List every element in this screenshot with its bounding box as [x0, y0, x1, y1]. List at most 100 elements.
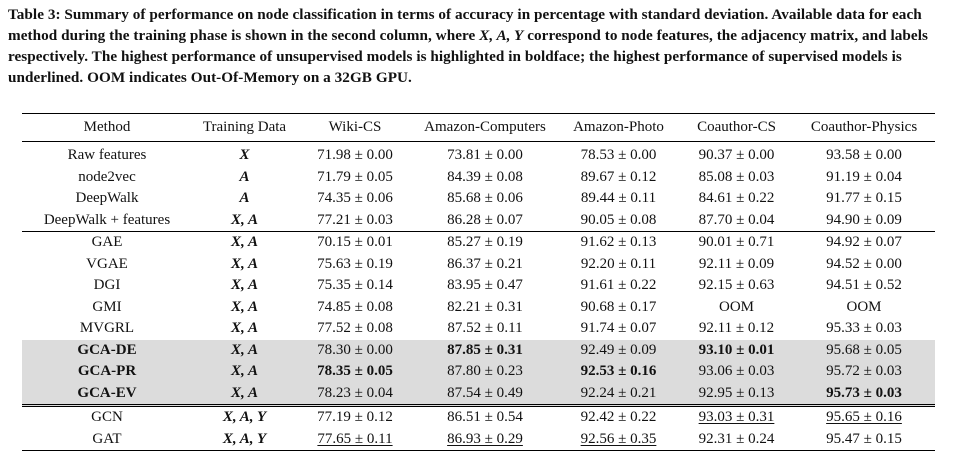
cell-text: 78.30 ± 0.00 [317, 341, 393, 358]
training-data: X, A [192, 210, 297, 232]
cell-text: 86.93 ± 0.29 [447, 430, 523, 447]
accuracy-cell: 74.85 ± 0.08 [297, 297, 413, 319]
method-name: GCN [22, 406, 192, 429]
column-header: Amazon-Computers [424, 119, 546, 135]
cell-text: 78.35 ± 0.05 [317, 363, 393, 380]
accuracy-cell: 83.95 ± 0.47 [413, 275, 557, 297]
method-name: GCA-DE [22, 339, 192, 361]
table-row: GAE X, A 70.15 ± 0.01 85.27 ± 0.19 91.62 ± 0… [22, 231, 935, 254]
cell-text: 77.65 ± 0.11 [317, 430, 393, 447]
cell-text: 90.37 ± 0.00 [698, 147, 775, 164]
cell-text: 71.79 ± 0.05 [317, 168, 393, 185]
method-name: GAE [22, 232, 192, 254]
accuracy-cell: 94.51 ± 0.52 [793, 275, 935, 297]
cell-text: X, A [231, 320, 258, 337]
training-data: X, A [192, 339, 297, 361]
cell-text: 77.21 ± 0.03 [317, 211, 393, 228]
cell-text: 84.39 ± 0.08 [447, 168, 523, 185]
accuracy-cell: 91.74 ± 0.07 [557, 318, 680, 340]
caption-text: correspond to node features, the adjacen… [8, 27, 928, 86]
accuracy-cell: 71.98 ± 0.00 [297, 142, 413, 167]
cell-text: GCA-DE [77, 341, 137, 358]
method-name: MVGRL [22, 318, 192, 340]
method-name: VGAE [22, 254, 192, 276]
accuracy-cell: 85.68 ± 0.06 [413, 188, 557, 210]
cell-text: X, A [231, 363, 258, 380]
accuracy-cell: OOM [793, 297, 935, 319]
accuracy-cell: 90.05 ± 0.08 [557, 210, 680, 232]
cell-text: GAE [91, 234, 123, 251]
method-name: node2vec [22, 167, 192, 189]
accuracy-cell: 92.15 ± 0.63 [680, 275, 793, 297]
cell-text: 93.06 ± 0.03 [698, 363, 775, 380]
accuracy-cell: 84.61 ± 0.22 [680, 188, 793, 210]
accuracy-cell: 90.37 ± 0.00 [680, 142, 793, 167]
cell-text: 93.03 ± 0.31 [698, 409, 775, 426]
method-name: GMI [22, 297, 192, 319]
cell-text: 87.52 ± 0.11 [447, 320, 523, 337]
accuracy-cell: 93.06 ± 0.03 [680, 361, 793, 383]
cell-text: 73.81 ± 0.00 [447, 147, 523, 164]
cell-text: GCA-PR [77, 363, 137, 380]
method-name: DGI [22, 275, 192, 297]
accuracy-cell: 92.20 ± 0.11 [557, 254, 680, 276]
cell-text: 77.19 ± 0.12 [317, 409, 393, 426]
cell-text: 94.90 ± 0.09 [826, 211, 902, 228]
accuracy-cell: 92.95 ± 0.13 [680, 382, 793, 406]
cell-text: 83.95 ± 0.47 [447, 277, 523, 294]
cell-text: 94.52 ± 0.00 [826, 255, 902, 272]
cell-text: 86.37 ± 0.21 [447, 255, 523, 272]
accuracy-cell: 75.35 ± 0.14 [297, 275, 413, 297]
cell-text: 74.35 ± 0.06 [317, 190, 393, 207]
cell-text: X [239, 147, 250, 164]
accuracy-cell: 95.68 ± 0.05 [793, 339, 935, 361]
row-group: GCN X, A, Y 77.19 ± 0.12 86.51 ± 0.54 92.42 … [22, 405, 935, 451]
accuracy-cell: 90.68 ± 0.17 [557, 297, 680, 319]
cell-text: 78.23 ± 0.04 [317, 384, 393, 401]
training-data: X, A, Y [192, 429, 297, 451]
cell-text: 92.49 ± 0.09 [580, 341, 657, 358]
cell-text: node2vec [78, 168, 136, 185]
accuracy-cell: 92.49 ± 0.09 [557, 339, 680, 361]
cell-text: Raw features [67, 147, 147, 164]
table-row: DeepWalk A 74.35 ± 0.06 85.68 ± 0.06 89.44 ±… [22, 188, 935, 210]
accuracy-cell: 94.92 ± 0.07 [793, 232, 935, 254]
header-row: Method Training Data Wiki-CS Amazon-Compute… [22, 113, 935, 142]
cell-text: 85.08 ± 0.03 [698, 168, 775, 185]
cell-text: 90.68 ± 0.17 [580, 298, 657, 315]
cell-text: 87.70 ± 0.04 [698, 211, 775, 228]
cell-text: 92.20 ± 0.11 [580, 255, 657, 272]
column-header: Amazon-Photo [573, 119, 664, 135]
table-row: GCA-DE X, A 78.30 ± 0.00 87.85 ± 0.31 92.49 … [22, 339, 935, 361]
accuracy-cell: 92.53 ± 0.16 [557, 361, 680, 383]
results-table: Method Training Data Wiki-CS Amazon-Compute… [22, 113, 935, 451]
training-data: X, A [192, 382, 297, 406]
table-row: VGAE X, A 75.63 ± 0.19 86.37 ± 0.21 92.20 ± … [22, 254, 935, 276]
accuracy-cell: 77.52 ± 0.08 [297, 318, 413, 340]
accuracy-cell: 77.19 ± 0.12 [297, 406, 413, 429]
training-data: X, A [192, 318, 297, 340]
accuracy-cell: 78.30 ± 0.00 [297, 339, 413, 361]
accuracy-cell: 78.53 ± 0.00 [557, 142, 680, 167]
training-data: X, A, Y [192, 406, 297, 429]
cell-text: A [239, 190, 250, 207]
table-row: node2vec A 71.79 ± 0.05 84.39 ± 0.08 89.67 ±… [22, 167, 935, 189]
cell-text: DeepWalk [75, 190, 139, 207]
accuracy-cell: 74.35 ± 0.06 [297, 188, 413, 210]
table-row: GCA-EV X, A 78.23 ± 0.04 87.54 ± 0.49 92.24 … [22, 382, 935, 406]
row-group: GAE X, A 70.15 ± 0.01 85.27 ± 0.19 91.62 ± 0… [22, 231, 935, 406]
accuracy-cell: 94.90 ± 0.09 [793, 210, 935, 232]
accuracy-cell: 95.73 ± 0.03 [793, 382, 935, 406]
cell-text: 94.92 ± 0.07 [826, 234, 902, 251]
cell-text: 92.11 ± 0.12 [698, 320, 775, 337]
method-name: GCA-EV [22, 382, 192, 406]
cell-text: 92.15 ± 0.63 [698, 277, 775, 294]
cell-text: 95.33 ± 0.03 [826, 320, 902, 337]
cell-text: X, A [231, 341, 258, 358]
accuracy-cell: 70.15 ± 0.01 [297, 232, 413, 254]
accuracy-cell: 87.85 ± 0.31 [413, 339, 557, 361]
cell-text: 71.98 ± 0.00 [317, 147, 393, 164]
cell-text: 90.05 ± 0.08 [580, 211, 657, 228]
cell-text: 87.85 ± 0.31 [447, 341, 523, 358]
accuracy-cell: 95.72 ± 0.03 [793, 361, 935, 383]
